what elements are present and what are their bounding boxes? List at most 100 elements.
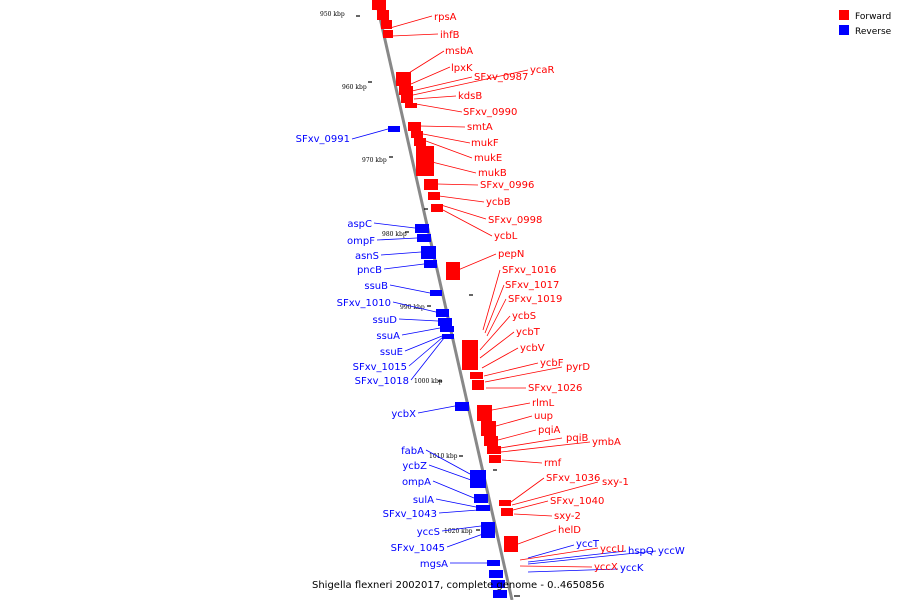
gene-feature <box>489 455 501 463</box>
gene-label: pncB <box>357 265 382 276</box>
leader-line <box>495 415 533 427</box>
gene-label: ycaR <box>530 65 555 76</box>
gene-feature <box>440 326 454 332</box>
gene-label: uup <box>534 411 553 422</box>
gene-label: ssuB <box>364 281 388 292</box>
leader-line <box>401 327 441 336</box>
gene-feature <box>504 536 518 552</box>
tick-marks <box>356 15 480 531</box>
gene-feature <box>428 192 440 200</box>
gene-label: SFxv_1026 <box>528 383 582 394</box>
leader-line <box>527 550 627 563</box>
leader-line <box>383 263 425 270</box>
leader-line <box>497 429 537 441</box>
leader-line <box>410 66 451 85</box>
leader-line <box>511 481 599 506</box>
gene-feature <box>372 0 386 10</box>
gene-feature <box>446 262 460 280</box>
gene-feature <box>487 560 500 566</box>
leader-line <box>440 204 487 220</box>
gene-feature <box>472 380 484 390</box>
gene-feature <box>481 421 496 436</box>
gene-label: ycbB <box>486 197 511 208</box>
leader-line <box>438 509 479 514</box>
leader-line <box>408 336 444 367</box>
leader-line <box>413 95 457 100</box>
gene-label: ymbA <box>592 437 621 448</box>
gene-label: SFxv_1015 <box>353 362 407 373</box>
leader-line <box>500 441 591 453</box>
gene-label: msbA <box>445 46 473 57</box>
gene-label: lpxK <box>451 63 473 74</box>
tick-label: 1010 kbp <box>429 453 458 460</box>
leader-line <box>392 301 437 313</box>
gene-feature <box>421 246 436 259</box>
genome-caption: Shigella flexneri 2002017, complete geno… <box>312 580 604 591</box>
gene-feature <box>408 122 421 131</box>
tick-label: 990 kbp <box>400 304 425 311</box>
reverse-leader-lines <box>351 128 657 573</box>
legend-label-reverse: Reverse <box>855 27 892 37</box>
leader-line <box>479 331 515 359</box>
gene-label: ycbT <box>516 327 541 338</box>
leader-line <box>422 133 471 144</box>
leader-line <box>446 533 484 548</box>
gene-label: ycbL <box>494 231 518 242</box>
leader-line <box>351 128 389 140</box>
gene-label: ycbX <box>391 409 416 420</box>
gene-feature <box>481 522 495 538</box>
leader-line <box>403 50 445 77</box>
gene-label: pyrD <box>566 362 590 373</box>
gene-feature <box>424 179 438 190</box>
gene-feature <box>499 500 511 506</box>
gene-feature <box>487 446 501 454</box>
legend: Forward Reverse <box>839 10 892 37</box>
gene-feature <box>431 204 443 212</box>
leader-line <box>527 550 657 565</box>
leader-line <box>513 513 553 517</box>
gene-feature <box>416 146 434 176</box>
gene-feature <box>462 340 478 370</box>
gene-label: aspC <box>347 219 372 230</box>
gene-feature <box>414 138 426 146</box>
legend-swatch-reverse <box>839 25 849 35</box>
gene-label: SFxv_0998 <box>488 215 542 226</box>
gene-label: SFxv_1040 <box>550 496 604 507</box>
gene-label: mukB <box>478 168 507 179</box>
tick-label: 960 kbp <box>342 84 367 91</box>
gene-label: ssuE <box>380 347 403 358</box>
gene-label: pqiA <box>538 425 560 436</box>
leader-line <box>380 251 422 256</box>
leader-line <box>501 459 543 464</box>
legend-label-forward: Forward <box>855 12 891 22</box>
leader-line <box>486 298 507 337</box>
gene-feature <box>417 234 431 242</box>
gene-label: ycbS <box>512 311 536 322</box>
leader-line <box>438 195 485 203</box>
leader-line <box>481 347 519 369</box>
leader-line <box>432 480 475 499</box>
gene-feature <box>493 590 507 598</box>
gene-label: smtA <box>467 122 493 133</box>
gene-label: asnS <box>355 251 379 262</box>
gene-feature <box>474 494 488 503</box>
gene-label: ihfB <box>440 30 460 41</box>
leader-line <box>512 500 549 511</box>
leader-line <box>428 464 472 481</box>
leader-line <box>417 405 456 414</box>
gene-label: mukE <box>474 153 502 164</box>
leader-line <box>517 529 557 545</box>
gene-label: yccK <box>620 563 644 574</box>
gene-label: yccU <box>600 544 624 555</box>
genome-backbone <box>374 0 514 600</box>
gene-feature <box>489 570 503 578</box>
gene-label: SFxv_1019 <box>508 294 562 305</box>
leader-line <box>484 366 563 383</box>
gene-feature <box>501 508 513 516</box>
gene-label: rpsA <box>434 12 457 23</box>
gene-label: yccW <box>658 546 685 557</box>
leader-line <box>483 362 539 377</box>
gene-label: pepN <box>498 249 524 260</box>
gene-label: SFxv_1017 <box>505 280 559 291</box>
